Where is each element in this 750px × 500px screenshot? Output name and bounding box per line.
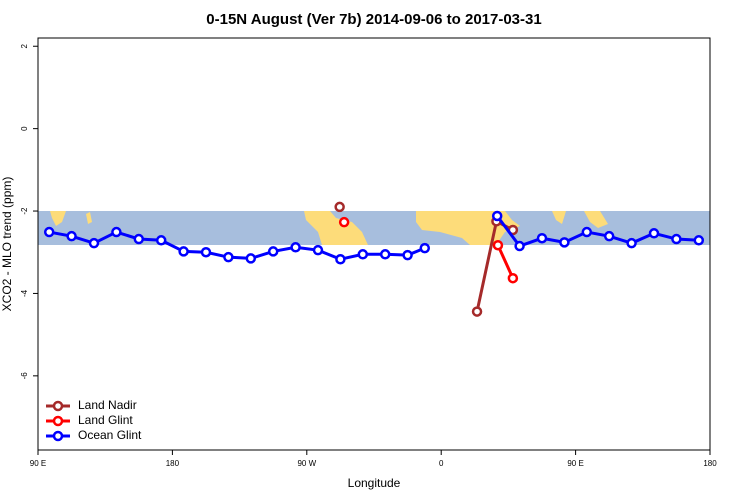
point: [402, 249, 413, 261]
land: [584, 211, 608, 228]
y-tick-label: -2: [20, 207, 29, 215]
point: [43, 226, 55, 238]
point: [671, 233, 682, 245]
point: [648, 228, 660, 239]
x-tick-label: 90 E: [30, 459, 46, 468]
point: [603, 230, 615, 242]
legend-marker: [52, 415, 64, 427]
point: [507, 272, 519, 284]
land: [86, 212, 92, 224]
point: [245, 253, 257, 264]
legend-label: Land Nadir: [78, 398, 137, 412]
point: [312, 244, 324, 256]
point: [133, 233, 145, 245]
point: [514, 240, 525, 252]
y-tick-label: -4: [20, 289, 29, 297]
point: [338, 216, 350, 228]
point: [491, 210, 503, 222]
point: [379, 249, 391, 260]
x-tick-label: 90 W: [297, 459, 316, 468]
point: [178, 246, 189, 257]
y-axis-label: XCO2 - MLO trend (ppm): [0, 177, 14, 312]
point: [693, 235, 705, 246]
legend-marker: [52, 400, 64, 412]
point: [200, 246, 212, 258]
land: [304, 211, 368, 245]
point: [267, 246, 279, 257]
x-tick-label: 180: [703, 459, 717, 468]
point: [471, 306, 483, 317]
x-axis-label: Longitude: [348, 476, 401, 490]
legend-label: Ocean Glint: [78, 428, 142, 442]
point: [419, 242, 431, 254]
x-tick-label: 0: [439, 459, 444, 468]
point: [88, 237, 100, 249]
point: [155, 235, 167, 246]
chart-title: 0-15N August (Ver 7b) 2014-09-06 to 2017…: [206, 11, 541, 28]
point: [357, 249, 369, 260]
point: [581, 226, 593, 238]
series-line: [496, 244, 515, 279]
point: [335, 253, 346, 265]
point: [626, 237, 637, 249]
point: [223, 251, 234, 263]
point: [492, 239, 504, 251]
plot-frame: [37, 37, 711, 451]
x-tick-label: 180: [166, 459, 180, 468]
point: [559, 237, 570, 248]
point: [536, 232, 548, 244]
y-tick-label: 0: [20, 126, 29, 131]
land: [552, 211, 566, 224]
point: [66, 230, 77, 242]
land: [50, 211, 66, 226]
point: [334, 201, 345, 213]
x-tick-label: 90 E: [567, 459, 583, 468]
y-tick-label: 2: [20, 43, 29, 48]
legend-marker: [52, 430, 64, 442]
point: [290, 242, 301, 253]
legend-label: Land Glint: [78, 413, 133, 427]
y-tick-label: -6: [20, 372, 29, 380]
point: [111, 226, 122, 238]
